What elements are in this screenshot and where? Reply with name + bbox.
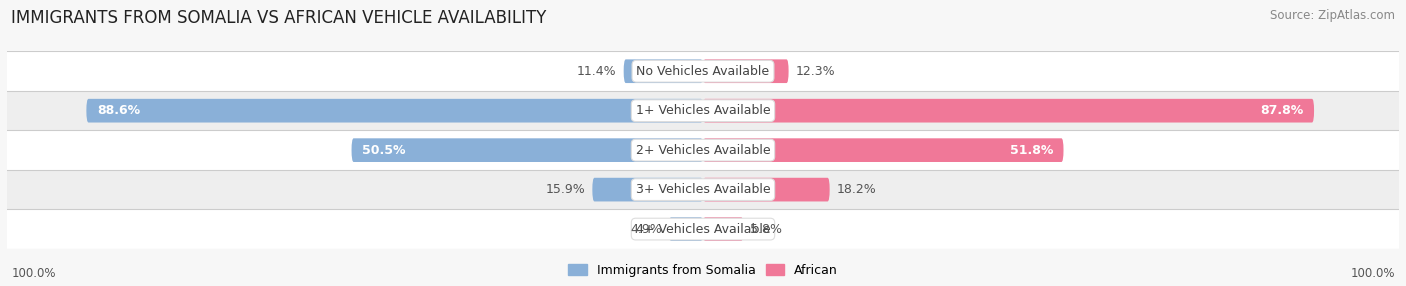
FancyBboxPatch shape [703,217,744,241]
Text: 3+ Vehicles Available: 3+ Vehicles Available [636,183,770,196]
Text: 100.0%: 100.0% [11,267,56,280]
Text: 4.9%: 4.9% [630,223,662,236]
Text: 5.8%: 5.8% [751,223,782,236]
FancyBboxPatch shape [86,99,703,122]
Bar [7,91,1399,130]
FancyBboxPatch shape [703,99,1315,122]
Text: 4+ Vehicles Available: 4+ Vehicles Available [636,223,770,236]
Legend: Immigrants from Somalia, African: Immigrants from Somalia, African [568,264,838,277]
Text: 100.0%: 100.0% [1350,267,1395,280]
Text: 12.3%: 12.3% [796,65,835,78]
Bar [7,170,1399,209]
Text: Source: ZipAtlas.com: Source: ZipAtlas.com [1270,9,1395,21]
Text: 15.9%: 15.9% [546,183,585,196]
FancyBboxPatch shape [703,138,1063,162]
Text: 11.4%: 11.4% [576,65,617,78]
Bar [7,209,1399,249]
Text: 18.2%: 18.2% [837,183,876,196]
FancyBboxPatch shape [624,59,703,83]
Text: 87.8%: 87.8% [1260,104,1303,117]
Text: 51.8%: 51.8% [1010,144,1053,157]
FancyBboxPatch shape [669,217,703,241]
FancyBboxPatch shape [703,59,789,83]
FancyBboxPatch shape [703,178,830,201]
Bar [7,51,1399,91]
FancyBboxPatch shape [592,178,703,201]
Text: 1+ Vehicles Available: 1+ Vehicles Available [636,104,770,117]
Text: 88.6%: 88.6% [97,104,141,117]
Text: 2+ Vehicles Available: 2+ Vehicles Available [636,144,770,157]
Text: 50.5%: 50.5% [361,144,405,157]
Text: No Vehicles Available: No Vehicles Available [637,65,769,78]
FancyBboxPatch shape [352,138,703,162]
Bar [7,130,1399,170]
Text: IMMIGRANTS FROM SOMALIA VS AFRICAN VEHICLE AVAILABILITY: IMMIGRANTS FROM SOMALIA VS AFRICAN VEHIC… [11,9,547,27]
